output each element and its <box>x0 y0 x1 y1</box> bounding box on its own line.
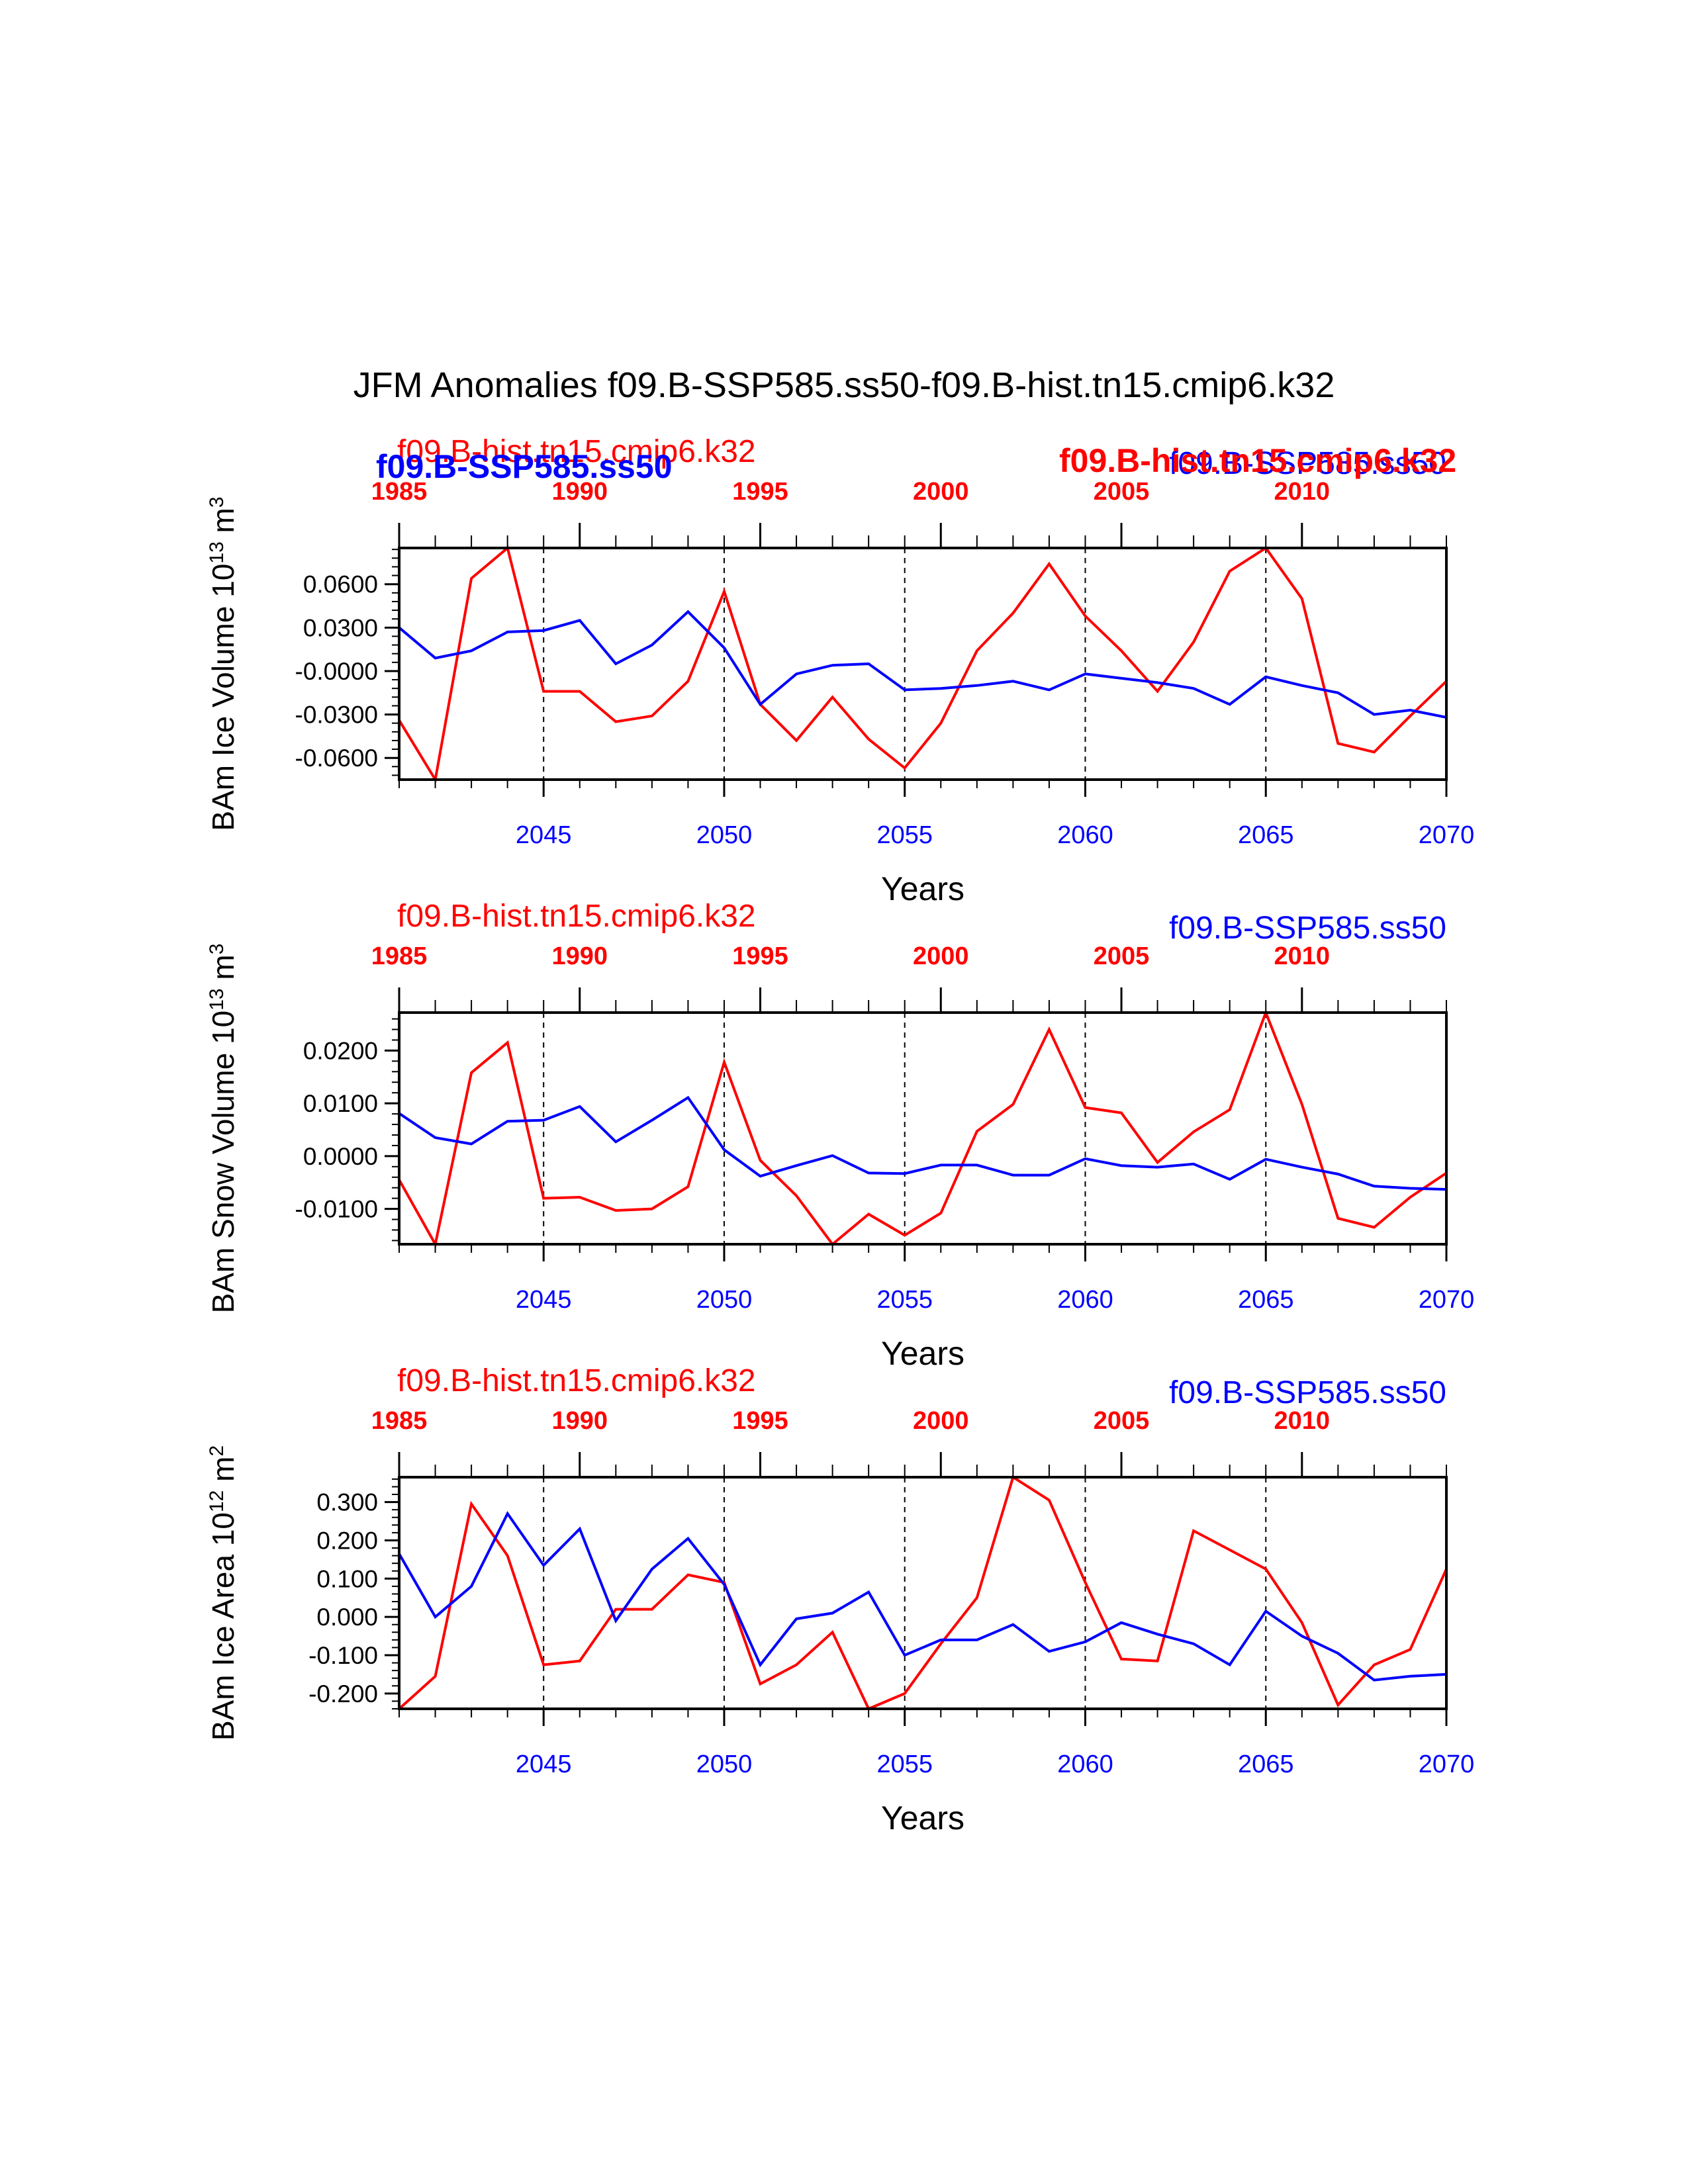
overlay-label-red: f09.B-hist.tn15.cmip6.k32 <box>1059 442 1456 479</box>
x-tick-label-bottom: 2055 <box>876 821 933 849</box>
panel-3: 0.300 0.200 0.100 0.000 -0.100 -0.200 2045 2050… <box>206 1363 1475 1837</box>
plot-frame <box>398 1476 1448 1710</box>
blue-series-label: f09.B-SSP585.ss50 <box>1169 911 1446 946</box>
x-tick-label-bottom: 2050 <box>696 1286 753 1314</box>
blue-series-label: f09.B-SSP585.ss50 <box>1169 446 1446 481</box>
x-tick-label-bottom: 2070 <box>1419 821 1475 849</box>
panel-2: 0.0200 0.0100 0.0000 -0.0100 2045 2050 2055 206… <box>206 899 1475 1372</box>
x-tick-label-bottom: 2060 <box>1057 1751 1113 1778</box>
y-tick-label: 0.100 <box>316 1565 378 1592</box>
red-series-label: f09.B-hist.tn15.cmip6.k32 <box>397 899 756 934</box>
x-tick-label-bottom: 2050 <box>696 1751 753 1778</box>
series-line-blue <box>398 610 1447 719</box>
x-tick-label-top: 2000 <box>913 1407 969 1435</box>
x-tick-label-bottom: 2060 <box>1057 821 1113 849</box>
x-tick-label-top: 1985 <box>371 1407 428 1435</box>
y-tick-label: -0.0600 <box>295 745 379 772</box>
x-tick-label-top: 1985 <box>371 942 428 970</box>
x-tick-label-bottom: 2065 <box>1238 1751 1294 1778</box>
y-tick-label: -0.200 <box>308 1680 378 1707</box>
x-tick-label-bottom: 2070 <box>1419 1751 1475 1778</box>
series-line-red <box>398 1009 1448 1248</box>
y-tick-label: 0.200 <box>316 1527 378 1554</box>
x-tick-label-bottom: 2055 <box>876 1286 933 1314</box>
series-line-blue <box>398 1095 1447 1191</box>
x-tick-label-bottom: 2070 <box>1419 1286 1475 1314</box>
red-series-label: f09.B-hist.tn15.cmip6.k32 <box>397 1363 756 1398</box>
x-tick-label-top: 1995 <box>732 478 788 506</box>
x-tick-label-top: 1995 <box>732 1407 788 1435</box>
x-tick-label-top: 2000 <box>913 942 969 970</box>
x-axis-title: Years <box>881 1335 964 1372</box>
y-axis-title: BAm Snow Volume 1013 m3 <box>206 944 241 1314</box>
y-axis-title: BAm Ice Area 1012 m2 <box>206 1445 241 1741</box>
x-tick-label-bottom: 2045 <box>516 1751 572 1778</box>
overlay-label-blue: f09.B-SSP585.ss50 <box>376 448 673 485</box>
x-tick-label-top: 1990 <box>551 478 608 506</box>
chart-title: JFM Anomalies f09.B-SSP585.ss50-f09.B-hi… <box>353 365 1335 405</box>
x-tick-label-top: 2010 <box>1274 942 1331 970</box>
y-tick-label: 0.000 <box>316 1604 378 1631</box>
x-tick-label-bottom: 2055 <box>876 1751 933 1778</box>
x-tick-label-top: 2010 <box>1274 478 1331 506</box>
x-tick-label-bottom: 2065 <box>1238 1286 1294 1314</box>
x-tick-label-bottom: 2045 <box>516 821 572 849</box>
y-tick-label: 0.0100 <box>303 1090 378 1117</box>
x-tick-label-bottom: 2065 <box>1238 821 1294 849</box>
y-tick-label: 0.0300 <box>303 614 378 641</box>
y-tick-label: 0.0200 <box>303 1037 378 1064</box>
x-tick-label-top: 1990 <box>551 942 608 970</box>
x-tick-label-bottom: 2045 <box>516 1286 572 1314</box>
x-tick-label-top: 2010 <box>1274 1407 1331 1435</box>
series-line-blue <box>398 1511 1447 1682</box>
plot-frame <box>398 547 1448 781</box>
y-tick-label: 0.300 <box>316 1489 378 1516</box>
x-tick-label-top: 1995 <box>732 942 788 970</box>
panels: 0.0600 0.0300 -0.0000 -0.0300 -0.0600 2045 205… <box>206 434 1475 1837</box>
y-tick-label: 0.0600 <box>303 571 378 598</box>
x-tick-label-top: 2005 <box>1094 942 1150 970</box>
y-tick-label: -0.0300 <box>295 702 379 729</box>
x-tick-label-top: 1990 <box>551 1407 608 1435</box>
x-tick-label-top: 1985 <box>371 478 428 506</box>
y-tick-label: -0.0000 <box>295 658 379 685</box>
series-line-red <box>398 545 1448 784</box>
x-tick-label-top: 2005 <box>1094 478 1150 506</box>
x-tick-label-bottom: 2050 <box>696 821 753 849</box>
y-tick-label: -0.0100 <box>295 1196 379 1223</box>
series-line-red <box>398 1475 1448 1711</box>
x-tick-label-top: 2005 <box>1094 1407 1150 1435</box>
red-series-label: f09.B-hist.tn15.cmip6.k32 <box>397 434 756 469</box>
panel-1: 0.0600 0.0300 -0.0000 -0.0300 -0.0600 2045 205… <box>206 434 1475 907</box>
x-axis-title: Years <box>881 1799 964 1837</box>
y-tick-label: -0.100 <box>308 1642 378 1669</box>
blue-series-label: f09.B-SSP585.ss50 <box>1169 1375 1446 1410</box>
y-tick-label: 0.0000 <box>303 1143 378 1170</box>
x-tick-label-top: 2000 <box>913 478 969 506</box>
x-tick-label-bottom: 2060 <box>1057 1286 1113 1314</box>
x-axis-title: Years <box>881 870 964 907</box>
y-axis-title: BAm Ice Volume 1013 m3 <box>206 496 241 831</box>
plot-frame <box>398 1011 1448 1246</box>
